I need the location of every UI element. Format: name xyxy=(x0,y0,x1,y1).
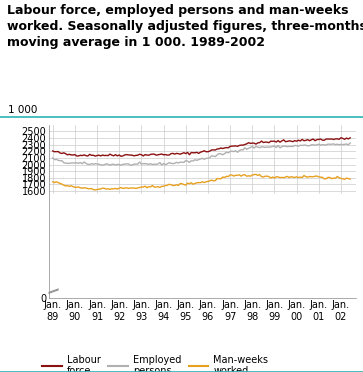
Legend: Labour
force, Employed
persons, Man-weeks
worked: Labour force, Employed persons, Man-week… xyxy=(38,351,272,372)
Bar xyxy=(49,194,356,298)
Text: Labour force, employed persons and man-weeks
worked. Seasonally adjusted figures: Labour force, employed persons and man-w… xyxy=(7,4,363,49)
Text: 1 000: 1 000 xyxy=(8,105,37,115)
